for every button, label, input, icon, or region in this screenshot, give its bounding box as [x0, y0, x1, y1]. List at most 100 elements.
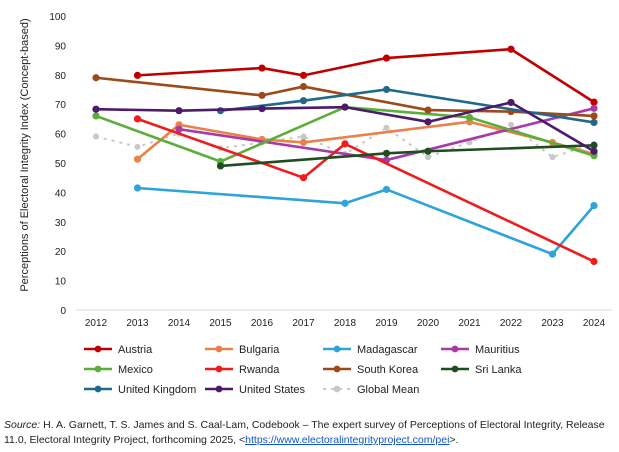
legend-label: Bulgaria	[239, 344, 280, 356]
data-point-global-mean	[425, 154, 431, 161]
y-tick-label: 10	[55, 277, 67, 288]
data-point-austria	[382, 54, 391, 62]
x-tick-label: 2015	[209, 318, 232, 329]
x-tick-label: 2022	[500, 318, 523, 329]
legend-label: Austria	[118, 344, 153, 356]
legend-marker	[215, 365, 223, 373]
legend-marker	[94, 365, 102, 373]
series-rwanda	[133, 115, 598, 266]
data-point-global-mean	[134, 143, 141, 150]
series-austria	[133, 45, 598, 106]
data-point-mexico	[465, 113, 474, 122]
y-tick-label: 0	[60, 306, 66, 317]
legend-label: South Korea	[357, 364, 419, 376]
data-point-united-kingdom	[299, 97, 308, 105]
data-point-global-mean	[549, 154, 556, 161]
source-note: Source: H. A. Garnett, T. S. James and S…	[4, 418, 616, 448]
y-tick-label: 50	[55, 159, 67, 170]
data-point-mauritius	[175, 125, 183, 133]
data-point-rwanda	[299, 174, 308, 182]
data-point-mauritius	[590, 104, 598, 112]
legend-item-united-kingdom: United Kingdom	[84, 384, 196, 396]
legend-label: Mexico	[118, 364, 153, 376]
data-point-sri-lanka	[424, 147, 432, 155]
x-tick-label: 2017	[292, 318, 315, 329]
y-tick-label: 100	[49, 12, 66, 23]
legend-marker	[215, 345, 223, 353]
series-line-madagascar	[137, 186, 595, 256]
legend-marker	[451, 345, 459, 353]
legend: Austria Bulgaria Madagascar Mauritius Mexico…	[84, 344, 522, 396]
legend-marker	[94, 385, 102, 393]
x-tick-label: 2018	[334, 318, 357, 329]
x-tick-label: 2019	[375, 318, 398, 329]
data-point-south-korea	[92, 74, 100, 82]
data-point-global-mean	[383, 124, 390, 131]
legend-item-austria: Austria	[84, 344, 153, 356]
data-point-bulgaria	[299, 138, 308, 147]
data-point-austria	[133, 71, 142, 79]
x-tick-label: 2013	[126, 318, 149, 329]
source-text: H. A. Garnett, T. S. James and S. Caal-L…	[4, 419, 605, 446]
legend-marker	[333, 345, 341, 353]
data-point-united-states	[175, 107, 183, 115]
data-point-rwanda	[341, 140, 349, 148]
data-point-rwanda	[590, 257, 598, 266]
legend-marker	[333, 385, 341, 393]
legend-label: Sri Lanka	[475, 364, 522, 376]
y-tick-label: 80	[55, 71, 67, 82]
data-point-united-states	[424, 118, 432, 126]
line-chart: 0 10 20 30 40 50 60 70 80 90 100 Perceptions of El…	[19, 12, 612, 396]
series-line-sri-lanka	[220, 144, 595, 168]
legend-item-rwanda: Rwanda	[205, 364, 280, 376]
data-point-united-kingdom	[590, 118, 598, 127]
x-tick-label: 2016	[251, 318, 274, 329]
y-tick-label: 90	[55, 41, 67, 52]
legend-item-global-mean: Global Mean	[323, 384, 419, 396]
legend-label: Global Mean	[357, 384, 419, 396]
data-point-global-mean	[300, 133, 307, 140]
data-point-austria	[590, 98, 598, 106]
data-point-united-states	[258, 105, 266, 113]
data-point-austria	[507, 45, 515, 53]
y-axis-ticks: 0 10 20 30 40 50 60 70 80 90 100	[49, 12, 66, 317]
y-tick-label: 70	[55, 100, 67, 111]
source-link[interactable]: https://www.electoralintegrityproject.co…	[245, 434, 450, 446]
series-madagascar	[133, 184, 598, 258]
legend-marker	[215, 385, 223, 393]
x-tick-label: 2012	[85, 318, 108, 329]
series-line-rwanda	[137, 117, 595, 263]
y-tick-label: 20	[55, 247, 67, 258]
data-point-austria	[299, 71, 308, 79]
legend-item-mauritius: Mauritius	[441, 344, 520, 356]
legend-item-south-korea: South Korea	[323, 364, 419, 376]
x-tick-label: 2014	[168, 318, 191, 329]
data-point-madagascar	[341, 199, 349, 207]
data-point-south-korea	[299, 82, 308, 91]
data-point-sri-lanka	[590, 141, 598, 149]
legend-marker	[451, 365, 459, 373]
data-point-south-korea	[590, 112, 598, 120]
series-united-states	[92, 98, 598, 155]
legend-label: Mauritius	[475, 344, 520, 356]
y-axis-title: Perceptions of Electoral Integrity Index…	[19, 18, 31, 291]
data-point-bulgaria	[133, 155, 142, 163]
data-point-sri-lanka	[216, 162, 225, 170]
y-tick-label: 30	[55, 218, 67, 229]
x-tick-label: 2023	[541, 318, 564, 329]
data-point-sri-lanka	[382, 149, 391, 157]
data-point-united-states	[590, 147, 598, 155]
legend-label: Rwanda	[239, 364, 280, 376]
legend-item-mexico: Mexico	[84, 364, 153, 376]
legend-item-madagascar: Madagascar	[323, 344, 418, 356]
data-point-south-korea	[258, 91, 266, 99]
data-point-united-states	[92, 105, 100, 113]
data-point-united-kingdom	[382, 85, 391, 94]
x-tick-label: 2021	[458, 318, 481, 329]
data-point-global-mean	[508, 121, 514, 128]
x-axis-ticks: 2012 2013 2014 2015 2016 2017 2018 2019 2020 2021…	[85, 318, 606, 329]
data-point-madagascar	[548, 250, 557, 258]
series-layer	[92, 45, 598, 266]
data-point-united-states	[507, 98, 515, 107]
data-point-global-mean	[93, 133, 99, 140]
